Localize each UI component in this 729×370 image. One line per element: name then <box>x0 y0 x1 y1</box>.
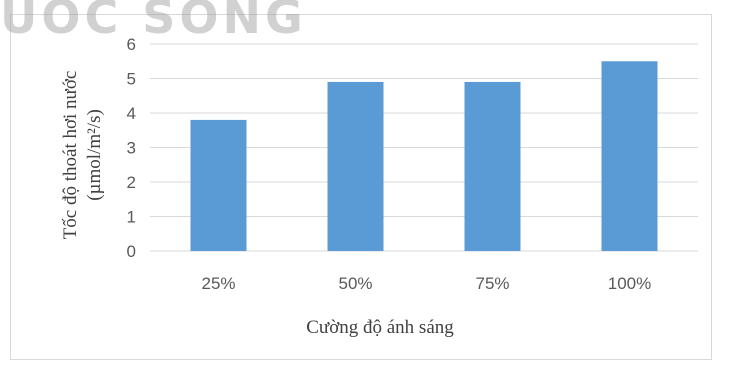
x-tick-label: 50% <box>338 274 372 293</box>
y-tick-label: 0 <box>127 242 136 261</box>
watermark-text: UOC SONG <box>0 0 307 44</box>
y-tick-label: 1 <box>127 208 136 227</box>
y-axis-title-line2: (µmol/m²/s) <box>84 109 105 201</box>
x-tick-label: 75% <box>475 274 509 293</box>
y-tick-label: 2 <box>127 173 136 192</box>
bar-75% <box>464 81 521 251</box>
bar-25% <box>190 119 247 252</box>
x-tick-label: 100% <box>608 274 651 293</box>
y-tick-label: 3 <box>127 139 136 158</box>
bar-100% <box>601 61 658 251</box>
x-tick-label: 25% <box>201 274 235 293</box>
y-axis-title-line1: Tốc độ thoát hơi nước <box>60 71 81 240</box>
y-tick-label: 4 <box>127 104 136 123</box>
y-tick-label: 6 <box>127 35 136 54</box>
chart-frame <box>10 14 712 360</box>
x-axis-title: Cường độ ánh sáng <box>306 317 454 338</box>
bar-50% <box>327 81 384 251</box>
y-tick-label: 5 <box>127 70 136 89</box>
